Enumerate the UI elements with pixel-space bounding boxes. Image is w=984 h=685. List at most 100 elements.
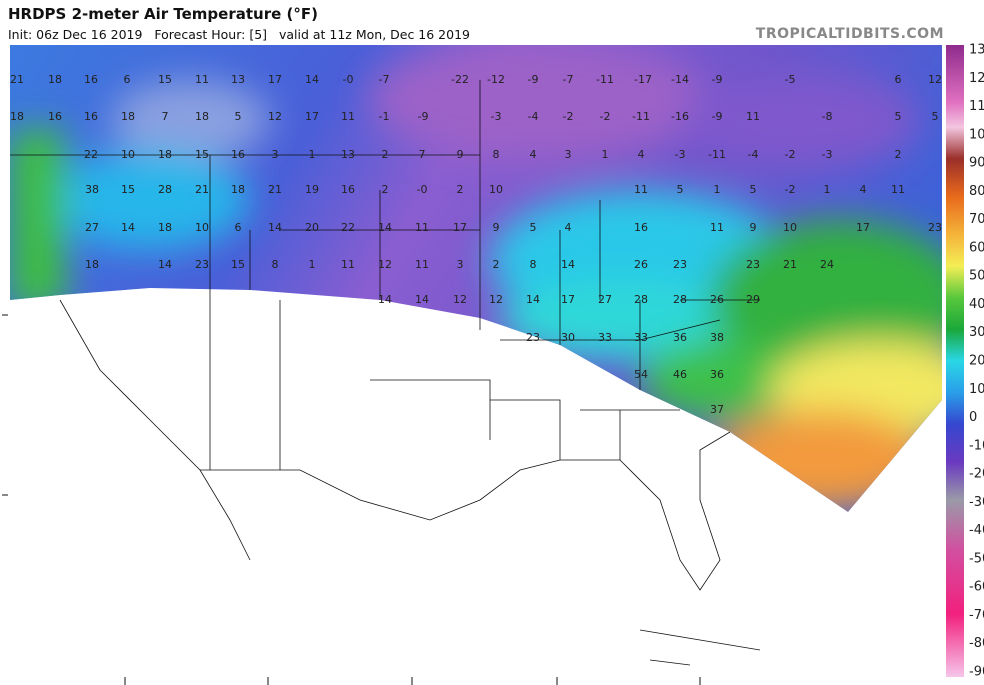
- colorbar-label: 20: [969, 354, 984, 369]
- station-value: 16: [634, 221, 648, 234]
- station-value: 30: [561, 331, 575, 344]
- station-value: 3: [272, 148, 279, 161]
- station-value: 16: [48, 110, 62, 123]
- boundaries: [10, 80, 761, 666]
- station-value: 17: [453, 221, 467, 234]
- colorbar-label: 90: [969, 156, 984, 171]
- station-values: 21 18 16 6 15 11 13 17 14 -0 -7 -22 -12 -9 -7 -11 -17 -14…: [10, 73, 942, 416]
- colorbar-label: 60: [969, 240, 984, 255]
- station-value: 10: [489, 183, 503, 196]
- station-value: 26: [710, 293, 724, 306]
- station-value: 14: [378, 221, 392, 234]
- colorbar-label: -10: [969, 438, 984, 453]
- station-value: 11: [891, 183, 905, 196]
- colorbar-labels: 1301201101009080706050403020100-10-20-30…: [969, 43, 984, 680]
- station-value: 3: [457, 258, 464, 271]
- station-value: 2: [382, 148, 389, 161]
- station-value: 16: [341, 183, 355, 196]
- station-value: -17: [634, 73, 652, 86]
- station-value: 16: [231, 148, 245, 161]
- colorbar-label: 80: [969, 184, 984, 199]
- station-value: 22: [84, 148, 98, 161]
- station-value: 5: [530, 221, 537, 234]
- station-value: -7: [563, 73, 574, 86]
- station-value: 12: [489, 293, 503, 306]
- station-value: -12: [487, 73, 505, 86]
- station-value: -9: [712, 110, 723, 123]
- station-value: 13: [341, 148, 355, 161]
- station-value: -14: [671, 73, 689, 86]
- station-value: 11: [634, 183, 648, 196]
- station-value: 24: [820, 258, 834, 271]
- station-value: 3: [565, 148, 572, 161]
- station-value: 18: [158, 221, 172, 234]
- station-value: 15: [231, 258, 245, 271]
- station-value: -2: [785, 183, 796, 196]
- station-value: 14: [561, 258, 575, 271]
- station-value: -11: [708, 148, 726, 161]
- station-value: 12: [268, 110, 282, 123]
- station-value: 17: [305, 110, 319, 123]
- station-value: 33: [598, 331, 612, 344]
- source-label: TROPICALTIDBITS.COM: [755, 26, 944, 42]
- colorbar-label: 10: [969, 382, 984, 397]
- colorbar-label: -40: [969, 523, 984, 538]
- station-value: 11: [746, 110, 760, 123]
- station-value: 28: [673, 293, 687, 306]
- station-value: 7: [419, 148, 426, 161]
- station-value: 19: [305, 183, 319, 196]
- station-value: 8: [272, 258, 279, 271]
- colorbar-label: -20: [969, 467, 984, 482]
- station-value: 9: [493, 221, 500, 234]
- station-value: -16: [671, 110, 689, 123]
- station-value: 11: [341, 258, 355, 271]
- colorbar-label: 70: [969, 212, 984, 227]
- station-value: 6: [895, 73, 902, 86]
- colorbar-label: -90: [969, 665, 984, 680]
- colorbar-label: -50: [969, 551, 984, 566]
- station-value: 16: [84, 110, 98, 123]
- station-value: 11: [415, 221, 429, 234]
- frame-ticks: [2, 314, 701, 685]
- station-value: 23: [195, 258, 209, 271]
- station-value: 12: [453, 293, 467, 306]
- station-value: -11: [596, 73, 614, 86]
- colorbar: [946, 45, 964, 677]
- station-value: 16: [84, 73, 98, 86]
- station-value: 8: [493, 148, 500, 161]
- station-value: -9: [712, 73, 723, 86]
- station-value: -2: [563, 110, 574, 123]
- station-value: 1: [714, 183, 721, 196]
- station-value: 17: [561, 293, 575, 306]
- station-value: -8: [822, 110, 833, 123]
- station-value: 1: [309, 258, 316, 271]
- station-value: 11: [341, 110, 355, 123]
- station-value: 5: [932, 110, 939, 123]
- station-value: 14: [378, 293, 392, 306]
- station-value: 17: [856, 221, 870, 234]
- station-value: 18: [195, 110, 209, 123]
- station-value: 14: [121, 221, 135, 234]
- station-value: 4: [638, 148, 645, 161]
- station-value: 5: [750, 183, 757, 196]
- station-value: 9: [457, 148, 464, 161]
- station-value: 15: [158, 73, 172, 86]
- colorbar-label: 50: [969, 269, 984, 284]
- station-value: 2: [895, 148, 902, 161]
- station-value: 20: [305, 221, 319, 234]
- station-value: 5: [235, 110, 242, 123]
- station-value: 17: [268, 73, 282, 86]
- station-value: 38: [85, 183, 99, 196]
- station-value: 18: [231, 183, 245, 196]
- station-value: -0: [343, 73, 354, 86]
- station-value: 2: [493, 258, 500, 271]
- colorbar-label: -60: [969, 580, 984, 595]
- colorbar-label: 130: [969, 43, 984, 58]
- station-value: 10: [121, 148, 135, 161]
- station-value: 37: [710, 403, 724, 416]
- station-value: 23: [746, 258, 760, 271]
- station-value: 22: [341, 221, 355, 234]
- station-value: 6: [124, 73, 131, 86]
